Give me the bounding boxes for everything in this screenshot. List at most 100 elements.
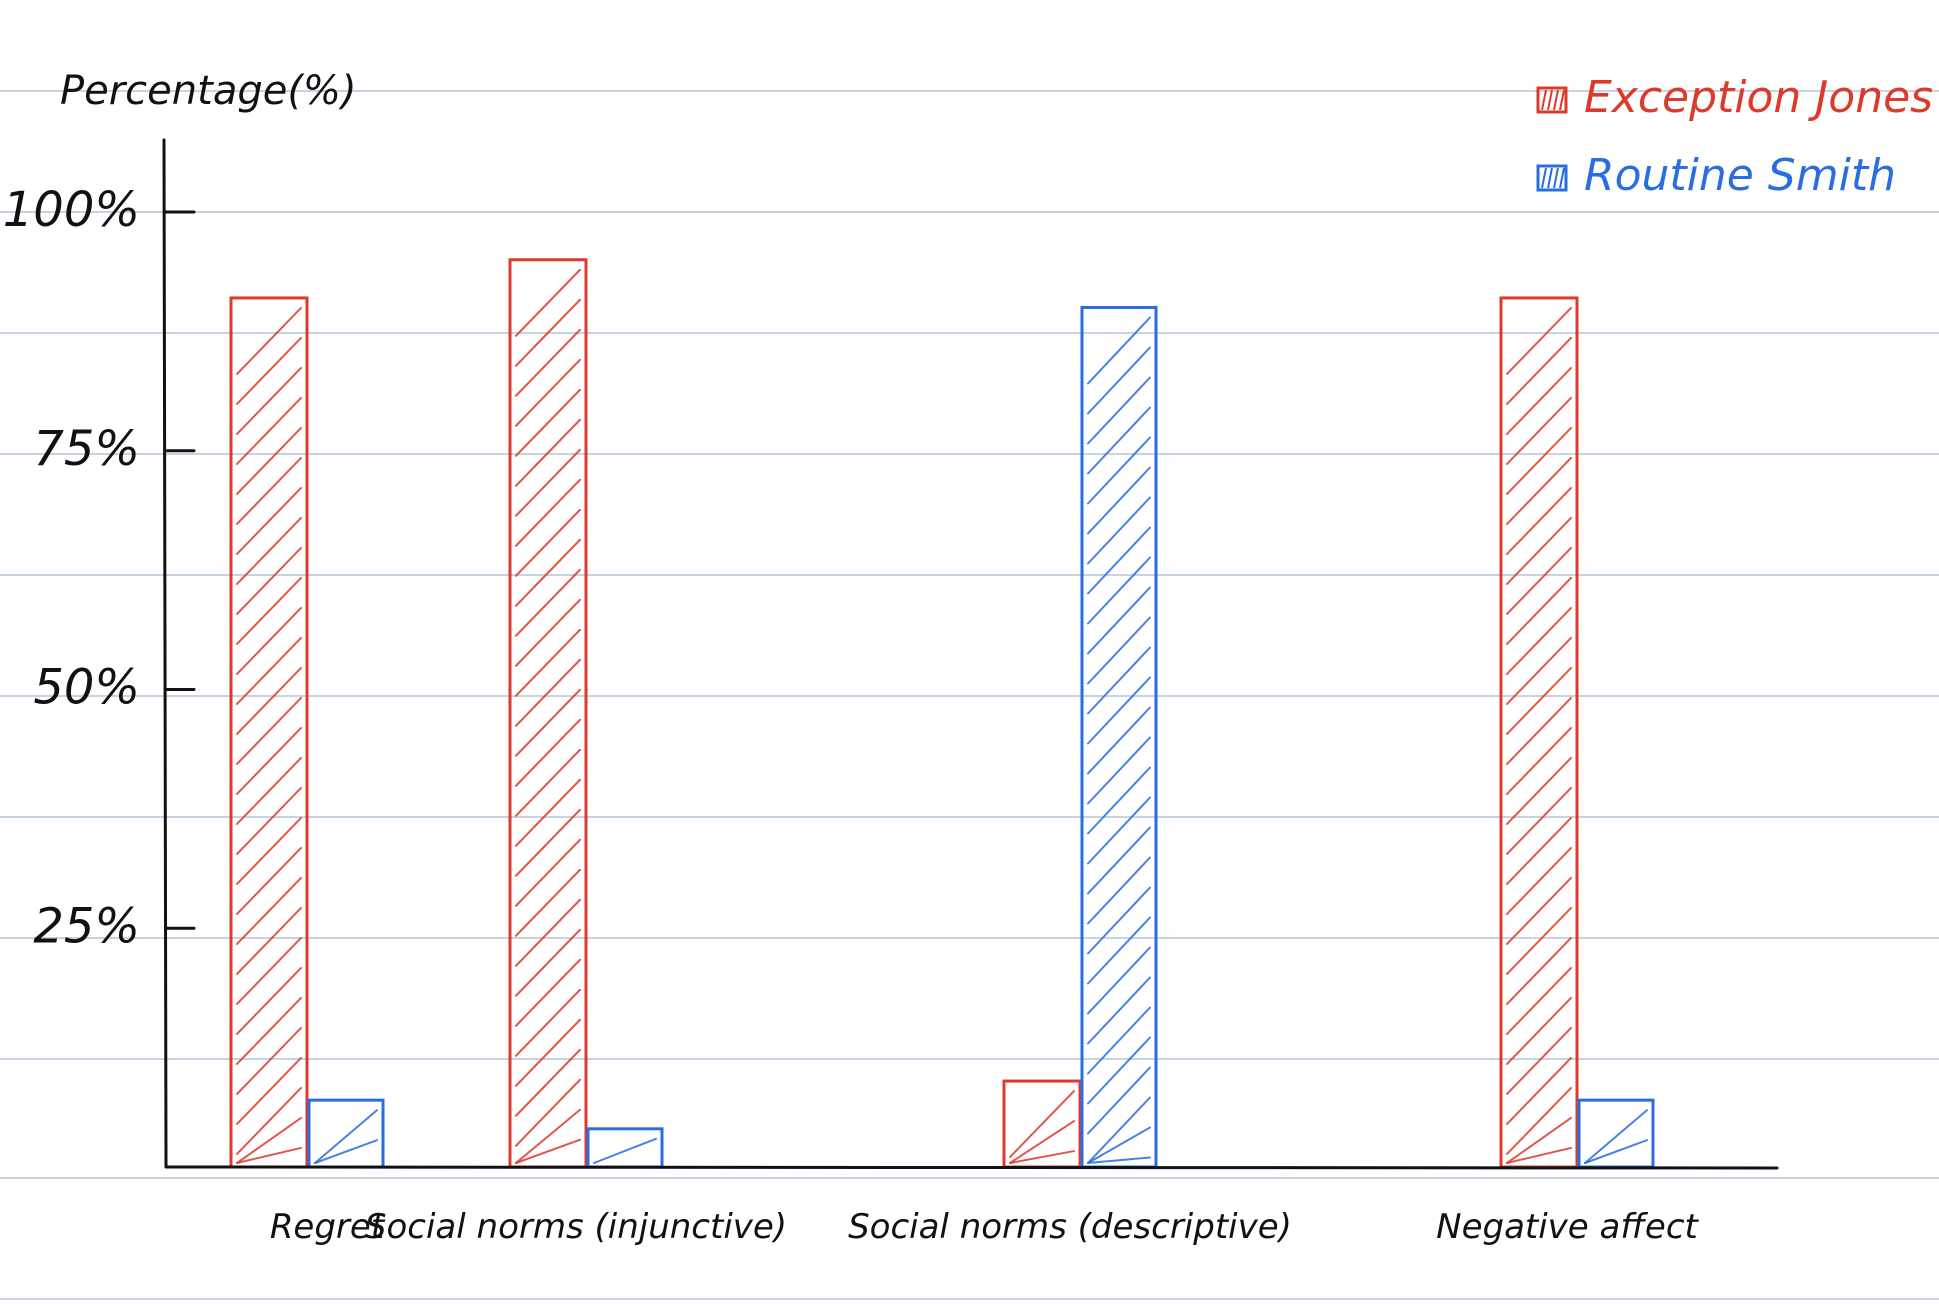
bar-routine-smith bbox=[307, 1098, 385, 1169]
hatch-stroke bbox=[236, 786, 302, 855]
hatch-stroke bbox=[1506, 846, 1572, 915]
hatch-stroke bbox=[236, 1086, 302, 1155]
hatch-stroke bbox=[236, 516, 302, 585]
hatch-stroke bbox=[236, 816, 302, 885]
hatch-stroke bbox=[236, 486, 302, 555]
hatch-stroke bbox=[236, 336, 302, 405]
hatch-stroke bbox=[236, 936, 302, 1005]
hatch-stroke bbox=[1506, 396, 1572, 465]
hatch-stroke bbox=[1584, 1139, 1648, 1164]
hatch-stroke bbox=[515, 778, 581, 847]
hatch-stroke bbox=[1087, 316, 1151, 385]
hatch-stroke bbox=[515, 388, 581, 457]
hatch-stroke bbox=[515, 868, 581, 937]
y-ticks-layer: 25% 50% 75% 100% bbox=[3, 182, 196, 954]
hatch-stroke bbox=[515, 628, 581, 697]
y-tick-label: 100% bbox=[3, 182, 140, 238]
hatch-stroke bbox=[1087, 706, 1151, 775]
hatch-stroke bbox=[236, 366, 302, 435]
hatch-stroke bbox=[236, 966, 302, 1035]
hatch-stroke bbox=[1087, 496, 1151, 565]
hatch-stroke bbox=[515, 298, 581, 367]
y-tick-label: 75% bbox=[33, 421, 140, 477]
bar-routine-smith bbox=[1577, 1098, 1655, 1169]
hatch-stroke bbox=[515, 808, 581, 877]
hatch-stroke bbox=[1506, 996, 1572, 1065]
hatch-stroke bbox=[1506, 816, 1572, 885]
x-tick-label: Regret bbox=[270, 1207, 386, 1247]
hatch-stroke bbox=[1087, 586, 1151, 655]
hatch-stroke bbox=[1506, 1116, 1572, 1164]
hatch-stroke bbox=[515, 988, 581, 1057]
hatch-stroke bbox=[1506, 1026, 1572, 1095]
x-axis bbox=[164, 1165, 1779, 1170]
hatch-stroke bbox=[515, 568, 581, 637]
hatch-stroke bbox=[515, 1048, 581, 1117]
hatch-stroke bbox=[1087, 976, 1151, 1045]
hatch-stroke bbox=[236, 606, 302, 675]
legend-swatch bbox=[1536, 164, 1568, 192]
hatch-stroke bbox=[515, 418, 581, 487]
hatch-stroke bbox=[1506, 426, 1572, 495]
hatch-stroke bbox=[1506, 576, 1572, 645]
hatch-stroke bbox=[1087, 346, 1151, 415]
hatch-stroke bbox=[1506, 876, 1572, 945]
hatch-stroke bbox=[1087, 526, 1151, 595]
hatch-stroke bbox=[1506, 636, 1572, 705]
hatch-stroke bbox=[236, 576, 302, 645]
hatch-stroke bbox=[515, 1108, 581, 1164]
hatch-stroke bbox=[1506, 786, 1572, 855]
hatch-stroke bbox=[593, 1137, 657, 1164]
hatch-stroke bbox=[515, 598, 581, 667]
hatch-stroke bbox=[1506, 1056, 1572, 1125]
x-tick-label: Social norms (descriptive) bbox=[848, 1207, 1292, 1247]
hatch-stroke bbox=[515, 358, 581, 427]
y-tick-label: 25% bbox=[33, 898, 140, 954]
hatch-stroke bbox=[1087, 646, 1151, 715]
hatch-stroke bbox=[515, 898, 581, 967]
hatch-stroke bbox=[1087, 1096, 1151, 1164]
hatch-stroke bbox=[236, 306, 302, 375]
hatch-stroke bbox=[1506, 726, 1572, 795]
hatch-stroke bbox=[1087, 736, 1151, 805]
legend-label: Routine Smith bbox=[1584, 150, 1896, 201]
hatch-stroke bbox=[1584, 1109, 1648, 1164]
hatch-stroke bbox=[1506, 456, 1572, 525]
hatch-stroke bbox=[236, 426, 302, 495]
hatch-stroke bbox=[1506, 936, 1572, 1005]
hatch-stroke bbox=[1506, 756, 1572, 825]
hatch-stroke bbox=[1087, 676, 1151, 745]
hatch-stroke bbox=[236, 1116, 302, 1164]
hatch-stroke bbox=[1087, 1036, 1151, 1105]
hatch-stroke bbox=[1087, 1066, 1151, 1135]
hatch-stroke bbox=[515, 688, 581, 757]
hatch-stroke bbox=[1087, 376, 1151, 445]
hatch-stroke bbox=[236, 546, 302, 615]
hatch-stroke bbox=[515, 748, 581, 817]
hatch-stroke bbox=[1087, 856, 1151, 925]
hatch-stroke bbox=[515, 658, 581, 727]
hatch-stroke bbox=[236, 846, 302, 915]
axes-layer bbox=[162, 138, 1779, 1170]
hatch-stroke bbox=[1087, 886, 1151, 955]
hatch-stroke bbox=[1506, 306, 1572, 375]
notebook-ruled-lines bbox=[0, 90, 1939, 1300]
hatch-stroke bbox=[1087, 556, 1151, 625]
hatch-stroke bbox=[1506, 696, 1572, 765]
hatch-stroke bbox=[1506, 546, 1572, 615]
hatch-stroke bbox=[1087, 946, 1151, 1015]
hatch-stroke bbox=[236, 696, 302, 765]
legend-label: Exception Jones bbox=[1584, 72, 1933, 123]
hatch-stroke bbox=[1087, 826, 1151, 895]
hatch-stroke bbox=[515, 838, 581, 907]
hatch-stroke bbox=[236, 906, 302, 975]
x-tick-label: Social norms (injunctive) bbox=[365, 1207, 787, 1247]
hatch-stroke bbox=[1087, 916, 1151, 985]
hatch-stroke bbox=[1506, 666, 1572, 735]
hatch-stroke bbox=[515, 928, 581, 997]
hatch-stroke bbox=[515, 1018, 581, 1087]
hatch-stroke bbox=[1506, 966, 1572, 1035]
hatch-stroke bbox=[1506, 366, 1572, 435]
hatch-stroke bbox=[1009, 1090, 1075, 1159]
